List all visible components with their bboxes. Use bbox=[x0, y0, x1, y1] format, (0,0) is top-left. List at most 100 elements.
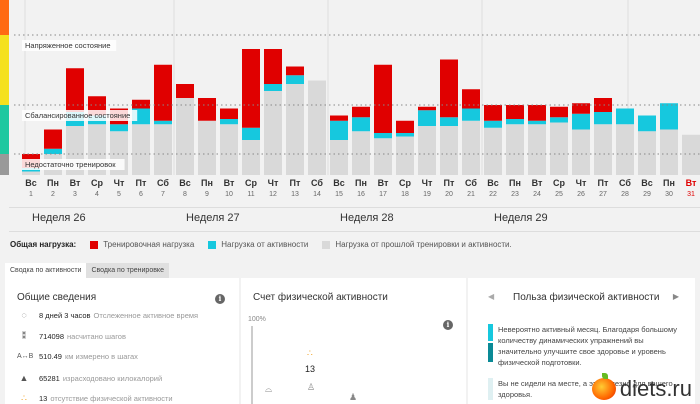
day-label[interactable]: Вт 10 bbox=[218, 178, 240, 198]
bar-segment bbox=[572, 129, 590, 175]
bar-segment bbox=[484, 120, 502, 128]
previous-arrow-icon[interactable]: ◀ bbox=[488, 292, 495, 301]
day-label[interactable]: Ср 11 bbox=[240, 178, 262, 198]
bar-segment bbox=[484, 105, 502, 121]
day-label[interactable]: Чт 19 bbox=[416, 178, 438, 198]
stat-value: 8 дней 3 часов bbox=[39, 310, 91, 320]
bar-segment bbox=[660, 129, 678, 175]
day-label[interactable]: Сб 28 bbox=[614, 178, 636, 198]
zone-indicator bbox=[0, 35, 9, 105]
day-label[interactable]: Вс 1 bbox=[20, 178, 42, 198]
weekday-name: Вс bbox=[487, 178, 499, 188]
info-icon[interactable]: i bbox=[215, 294, 225, 304]
weekday-name: Вт bbox=[377, 178, 389, 188]
week-axis: Неделя 26 Неделя 27 Неделя 28 Неделя 29 bbox=[0, 212, 700, 228]
day-label[interactable]: Вс 8 bbox=[174, 178, 196, 198]
day-number: 12 bbox=[269, 191, 277, 198]
zone-label: Напряженное состояние bbox=[25, 41, 111, 50]
day-label[interactable]: Ср 4 bbox=[86, 178, 108, 198]
day-number: 9 bbox=[205, 191, 209, 198]
day-label[interactable]: Пт 27 bbox=[592, 178, 614, 198]
day-label[interactable]: Вт 31 bbox=[680, 178, 700, 198]
weekday-name: Чт bbox=[575, 178, 587, 188]
day-label[interactable]: Пт 20 bbox=[438, 178, 460, 198]
bar-segment bbox=[528, 105, 546, 121]
day-label[interactable]: Ср 25 bbox=[548, 178, 570, 198]
inactivity-alert-icon: ∴ bbox=[307, 348, 313, 358]
day-number: 5 bbox=[117, 191, 121, 198]
day-label[interactable]: Пн 23 bbox=[504, 178, 526, 198]
zone-label-bg bbox=[22, 159, 125, 170]
day-label[interactable]: Пн 30 bbox=[658, 178, 680, 198]
day-number: 13 bbox=[291, 191, 299, 198]
stat-label: израсходовано килокалорий bbox=[62, 373, 163, 383]
bar-segment bbox=[418, 106, 436, 111]
day-label[interactable]: Пн 2 bbox=[42, 178, 64, 198]
day-number: 1 bbox=[29, 191, 33, 198]
bar-segment bbox=[462, 108, 480, 121]
general-info-panel: Общие сведения i ◌ 8 дней 3 часов Отслежен… bbox=[5, 278, 239, 404]
day-number: 22 bbox=[489, 191, 497, 198]
stat-label: Отслеженное активное время bbox=[93, 310, 199, 320]
bar-segment bbox=[528, 120, 546, 125]
day-number: 6 bbox=[139, 191, 143, 198]
bar-segment bbox=[330, 140, 348, 175]
bar-segment bbox=[594, 112, 612, 125]
next-arrow-icon[interactable]: ▶ bbox=[672, 292, 679, 301]
day-label[interactable]: Чт 12 bbox=[262, 178, 284, 198]
weekday-name: Сб bbox=[465, 178, 477, 188]
day-label[interactable]: Чт 5 bbox=[108, 178, 130, 198]
day-number: 3 bbox=[73, 191, 77, 198]
day-label[interactable]: Вс 15 bbox=[328, 178, 350, 198]
bar-segment bbox=[154, 120, 172, 125]
day-number: 8 bbox=[183, 191, 187, 198]
day-label[interactable]: Сб 7 bbox=[152, 178, 174, 198]
distance-icon: A↔B bbox=[17, 353, 34, 360]
day-number: 31 bbox=[687, 191, 695, 198]
info-icon[interactable]: i bbox=[443, 320, 453, 330]
bar-segment bbox=[594, 98, 612, 112]
day-label[interactable]: Чт 26 bbox=[570, 178, 592, 198]
stat-value: 510.49 bbox=[39, 352, 62, 361]
weekday-name: Сб bbox=[311, 178, 323, 188]
stat-value: 65281 bbox=[39, 373, 60, 383]
day-label[interactable]: Вс 29 bbox=[636, 178, 658, 198]
day-label[interactable]: Пн 16 bbox=[350, 178, 372, 198]
legend-label: Нагрузка от активности bbox=[221, 240, 309, 249]
bar-segment bbox=[396, 133, 414, 137]
bar-segment bbox=[264, 91, 282, 175]
bar-segment bbox=[286, 66, 304, 76]
day-label[interactable]: Сб 21 bbox=[460, 178, 482, 198]
bar-segment bbox=[220, 108, 238, 119]
day-label[interactable]: Вт 3 bbox=[64, 178, 86, 198]
bar-segment bbox=[242, 49, 260, 128]
day-number: 25 bbox=[555, 191, 563, 198]
benefit-text: Невероятно активный месяц. Благодаря бол… bbox=[498, 325, 677, 367]
day-number: 21 bbox=[467, 191, 475, 198]
legend-swatch bbox=[90, 240, 99, 249]
bar-segment bbox=[22, 171, 40, 175]
day-label[interactable]: Пт 6 bbox=[130, 178, 152, 198]
day-label[interactable]: Вт 24 bbox=[526, 178, 548, 198]
day-label[interactable]: Ср 18 bbox=[394, 178, 416, 198]
bar-segment bbox=[616, 108, 634, 125]
day-number: 26 bbox=[577, 191, 585, 198]
stat-label: насчитано шагов bbox=[67, 332, 126, 341]
weekday-name: Ср bbox=[91, 178, 103, 188]
watermark-text: diets.ru bbox=[619, 376, 692, 401]
day-label[interactable]: Пн 9 bbox=[196, 178, 218, 198]
bar-segment bbox=[220, 119, 238, 125]
bar-segment bbox=[418, 126, 436, 175]
day-label[interactable]: Сб 14 bbox=[306, 178, 328, 198]
bar-segment bbox=[638, 131, 656, 175]
bar-segment bbox=[418, 110, 436, 126]
day-label[interactable]: Пт 13 bbox=[284, 178, 306, 198]
week-label: Неделя 28 bbox=[340, 212, 394, 224]
tab-activity-summary[interactable]: Сводка по активности bbox=[5, 263, 87, 278]
day-label[interactable]: Вт 17 bbox=[372, 178, 394, 198]
activity-score-panel: Счет физической активности 100% i ∴ 13 ⌓… bbox=[241, 278, 466, 404]
weekday-name: Вт bbox=[69, 178, 81, 188]
day-label[interactable]: Вс 22 bbox=[482, 178, 504, 198]
tab-training-summary[interactable]: Сводка по тренировке bbox=[86, 263, 169, 278]
weekday-name: Ср bbox=[553, 178, 565, 188]
